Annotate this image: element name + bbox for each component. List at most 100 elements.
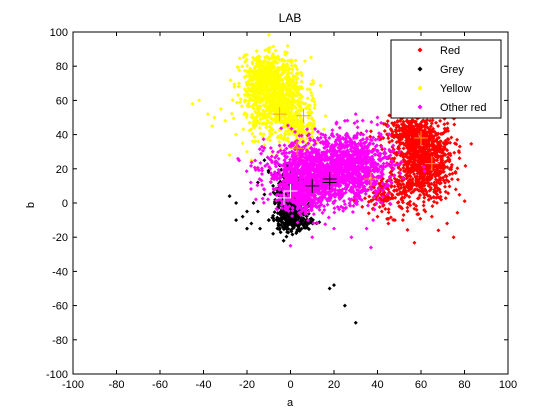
scatter-point	[412, 240, 417, 245]
scatter-point	[416, 178, 421, 183]
scatter-point	[436, 228, 441, 233]
scatter-point	[443, 184, 448, 189]
scatter-point	[410, 176, 415, 181]
scatter-point	[406, 129, 411, 134]
scatter-point	[274, 217, 279, 222]
scatter-point	[392, 135, 397, 140]
scatter-point	[405, 171, 410, 176]
scatter-point	[386, 207, 391, 212]
scatter-point	[310, 78, 315, 83]
scatter-point	[434, 120, 439, 125]
scatter-point	[396, 200, 401, 205]
scatter-point	[271, 105, 276, 110]
scatter-point	[411, 118, 416, 123]
scatter-point	[236, 84, 241, 89]
scatter-point	[419, 189, 424, 194]
scatter-point	[412, 172, 417, 177]
scatter-point	[309, 126, 314, 131]
scatter-point	[394, 188, 399, 193]
scatter-point	[444, 177, 449, 182]
scatter-point	[454, 142, 459, 147]
scatter-point	[396, 134, 401, 139]
scatter-point	[360, 204, 365, 209]
scatter-point	[434, 138, 439, 143]
scatter-point	[367, 194, 372, 199]
scatter-point	[401, 182, 406, 187]
scatter-point	[297, 228, 302, 233]
scatter-point	[426, 197, 431, 202]
scatter-point	[368, 134, 373, 139]
series-layer	[190, 32, 474, 325]
scatter-point	[406, 135, 411, 140]
scatter-point	[410, 182, 415, 187]
scatter-point	[258, 111, 263, 116]
scatter-point	[445, 148, 450, 153]
scatter-point	[401, 154, 406, 159]
scatter-point	[455, 166, 460, 171]
scatter-point	[290, 223, 295, 228]
scatter-point	[441, 167, 446, 172]
scatter-point	[428, 159, 433, 164]
scatter-point	[296, 225, 301, 230]
scatter-point	[237, 81, 242, 86]
scatter-point	[392, 218, 397, 223]
scatter-point	[423, 187, 428, 192]
scatter-point	[451, 235, 456, 240]
scatter-point	[401, 190, 406, 195]
scatter-point	[431, 136, 436, 141]
scatter-point	[276, 202, 281, 207]
scatter-point	[395, 119, 400, 124]
scatter-point	[278, 179, 283, 184]
scatter-point	[462, 199, 467, 204]
scatter-point	[422, 127, 427, 132]
scatter-point	[402, 142, 407, 147]
scatter-point	[433, 164, 438, 169]
scatter-point	[416, 144, 421, 149]
scatter-point	[385, 195, 390, 200]
scatter-point	[425, 157, 430, 162]
scatter-point	[427, 193, 432, 198]
scatter-point	[433, 153, 438, 158]
scatter-point	[412, 149, 417, 154]
scatter-point	[426, 183, 431, 188]
scatter-point	[353, 320, 358, 325]
scatter-point	[255, 180, 260, 185]
scatter-point	[426, 181, 431, 186]
scatter-point	[265, 120, 270, 125]
scatter-point	[404, 176, 409, 181]
scatter-point	[424, 192, 429, 197]
scatter-point	[234, 201, 239, 205]
scatter-point	[382, 190, 387, 195]
scatter-point	[449, 167, 454, 172]
scatter-point	[414, 203, 419, 208]
scatter-point	[279, 167, 284, 172]
scatter-point	[271, 216, 276, 221]
scatter-point	[342, 303, 347, 308]
scatter-point	[416, 160, 421, 165]
scatter-point	[249, 221, 254, 226]
scatter-point	[435, 146, 440, 151]
scatter-point	[239, 104, 244, 109]
scatter-point	[397, 126, 402, 131]
scatter-point	[437, 181, 442, 186]
scatter-point	[457, 144, 462, 149]
scatter-point	[296, 71, 301, 76]
scatter-point	[424, 189, 429, 194]
scatter-point	[421, 203, 426, 208]
scatter-point	[423, 209, 428, 214]
scatter-point	[410, 153, 415, 158]
scatter-point	[284, 234, 289, 239]
scatter-point	[290, 226, 295, 231]
scatter-point	[400, 218, 405, 223]
scatter-point	[298, 70, 303, 75]
scatter-point	[447, 172, 452, 177]
scatter-point	[422, 181, 427, 186]
scatter-point	[418, 216, 423, 221]
scatter-point	[282, 212, 287, 217]
scatter-point	[430, 173, 435, 178]
scatter-point	[271, 183, 276, 188]
scatter-point	[403, 169, 408, 174]
scatter-point	[298, 108, 303, 113]
scatter-point	[414, 149, 419, 154]
